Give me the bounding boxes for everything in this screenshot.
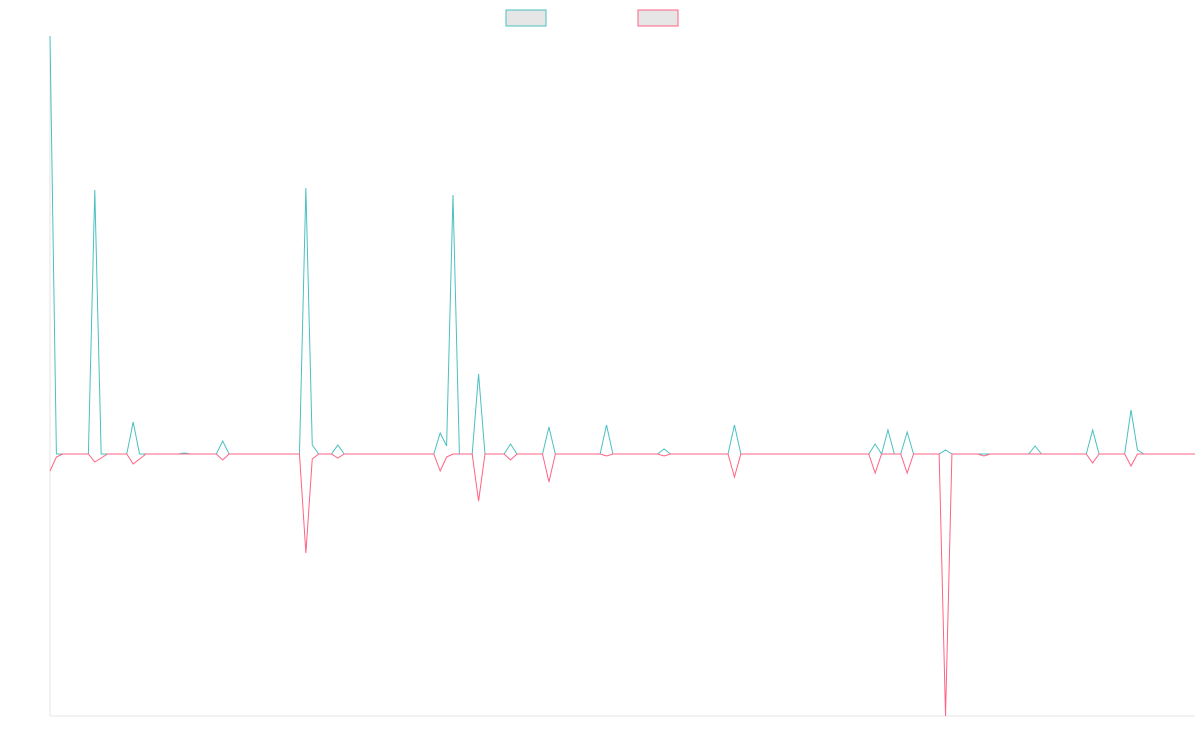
legend-swatch[interactable] [505, 9, 547, 27]
series-line [49, 453, 1195, 717]
series-line [49, 35, 1195, 456]
legend-swatch[interactable] [637, 9, 679, 27]
